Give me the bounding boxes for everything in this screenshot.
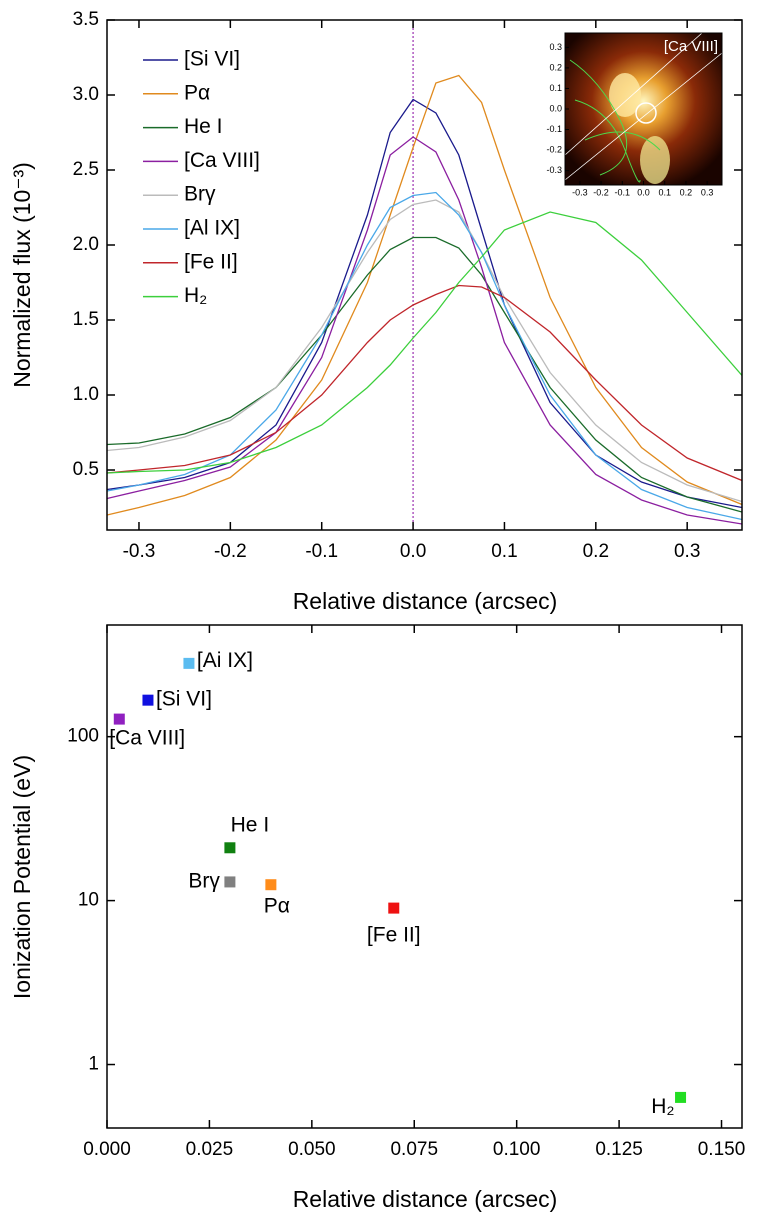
legend-label: H₂	[184, 284, 207, 307]
x-tick-label: -0.1	[305, 541, 338, 562]
legend-label: [Fe II]	[184, 250, 238, 273]
y-tick-label: 10	[78, 890, 99, 911]
x-axis-label: Relative distance (arcsec)	[293, 588, 558, 614]
x-tick-label: 0.125	[595, 1139, 643, 1160]
x-tick-label: 0.100	[493, 1139, 541, 1160]
inset-contour	[569, 59, 661, 183]
series-line	[107, 211, 742, 474]
inset-blob	[640, 136, 670, 184]
legend-label: [Si VI]	[184, 48, 240, 71]
inset-blob	[609, 73, 641, 117]
plot-frame	[106, 624, 743, 1129]
inset-y-tick-label: 0.2	[549, 62, 562, 72]
point-label: Pα	[264, 894, 290, 917]
y-tick-label: 1	[88, 1054, 99, 1075]
x-tick-label: 0.0	[400, 541, 426, 562]
point-label: H₂	[651, 1095, 674, 1118]
y-tick-label: 3.5	[73, 9, 99, 30]
bottom-panel: Relative distance (arcsec) Ionization Po…	[9, 624, 746, 1212]
y-tick-label: 1.0	[73, 384, 99, 405]
point-label: [Ca VIII]	[109, 727, 185, 750]
legend-label: He I	[184, 115, 223, 138]
point	[142, 694, 154, 706]
inset-y-tick-label: 0.0	[549, 103, 562, 113]
plot-frame	[106, 19, 743, 531]
inset-x-tick-label: -0.3	[572, 187, 588, 197]
inset: [Ca VIII] -0.3 -0.2 -0.1 0.0 0.1 0.2 0.3 -0.3 -0.…	[546, 32, 723, 197]
series-line	[107, 74, 742, 516]
inset-line	[564, 32, 703, 156]
y-axis-label: Normalized flux (10⁻³)	[9, 162, 35, 388]
inset-line	[564, 52, 723, 181]
legend-label: Brγ	[184, 183, 216, 206]
x-tick-label: 0.1	[491, 541, 517, 562]
series-line	[107, 284, 742, 482]
legend-label: Pα	[184, 81, 210, 104]
x-tick-label: -0.3	[123, 541, 156, 562]
x-tick-label: 0.3	[674, 541, 700, 562]
x-tick-label: 0.150	[698, 1139, 746, 1160]
inset-x-tick-label: 0.3	[701, 187, 714, 197]
inset-y-tick-label: 0.1	[549, 83, 562, 93]
point	[183, 657, 195, 669]
inset-y-tick-label: 0.3	[549, 42, 562, 52]
point	[224, 876, 236, 888]
x-axis-label: Relative distance (arcsec)	[293, 1186, 558, 1212]
inset-x-tick-label: -0.1	[615, 187, 631, 197]
y-tick-label: 2.0	[73, 234, 99, 255]
legend-label: [Ca VIII]	[184, 149, 260, 172]
legend-label: [Al IX]	[184, 217, 240, 240]
point	[265, 879, 277, 891]
inset-circle	[635, 102, 657, 124]
top-panel: Relative distance (arcsec) Normalized fl…	[9, 9, 743, 614]
point-label: Brγ	[188, 869, 220, 892]
x-tick-label: 0.075	[390, 1139, 438, 1160]
inset-label: [Ca VIII]	[664, 38, 718, 55]
inset-x-tick-label: 0.0	[637, 187, 650, 197]
y-tick-label: 1.5	[73, 309, 99, 330]
point	[224, 842, 236, 854]
point-label: [Fe II]	[367, 924, 421, 947]
series-line	[107, 199, 742, 503]
x-tick-label: 0.000	[83, 1139, 131, 1160]
point	[388, 902, 400, 914]
lines	[107, 74, 742, 525]
point-label: [Si VI]	[156, 688, 212, 711]
series-line	[107, 236, 742, 513]
inset-x-tick-label: 0.2	[680, 187, 693, 197]
y-tick-label: 0.5	[73, 459, 99, 480]
y-tick-label: 100	[67, 726, 99, 747]
point	[113, 713, 125, 725]
point-label: [Ai IX]	[197, 649, 253, 672]
inset-x-tick-label: -0.2	[593, 187, 609, 197]
x-tick-label: 0.025	[186, 1139, 234, 1160]
y-axis-label: Ionization Potential (eV)	[9, 755, 35, 999]
inset-x-tick-label: 0.1	[658, 187, 671, 197]
x-tick-label: -0.2	[214, 541, 247, 562]
y-tick-label: 3.0	[73, 84, 99, 105]
point	[675, 1091, 687, 1103]
y-tick-label: 2.5	[73, 159, 99, 180]
inset-y-tick-label: -0.1	[546, 124, 562, 134]
point-label: He I	[231, 813, 270, 836]
x-tick-label: 0.2	[583, 541, 609, 562]
series-line	[107, 98, 742, 509]
series-line	[107, 191, 742, 521]
inset-y-tick-label: -0.3	[546, 165, 562, 175]
inset-y-tick-label: -0.2	[546, 144, 562, 154]
x-tick-label: 0.050	[288, 1139, 336, 1160]
series-line	[107, 136, 742, 525]
